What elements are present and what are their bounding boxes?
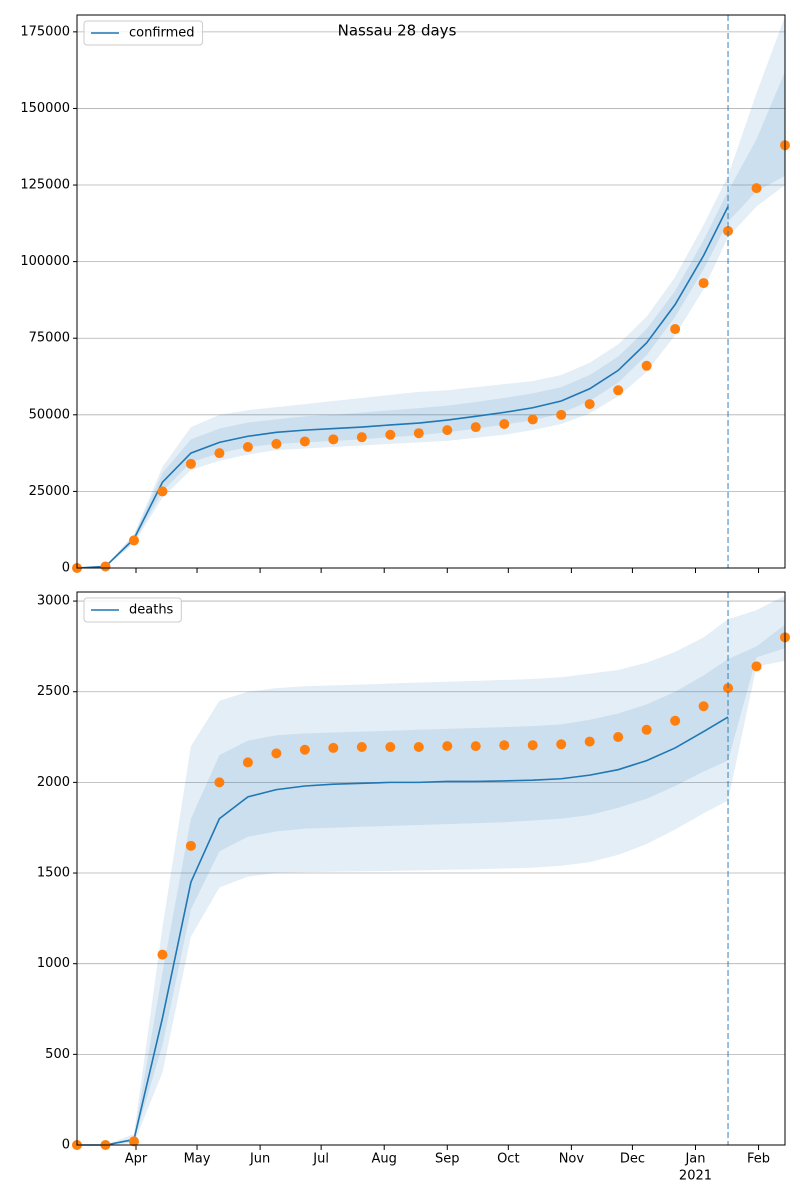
x-tick-label: Jun [249, 1152, 270, 1167]
data-point [413, 428, 424, 439]
chart-title: Nassau 28 days [338, 22, 457, 40]
data-point [100, 561, 111, 572]
series-line [76, 206, 729, 569]
y-tick-label: 100000 [20, 254, 70, 269]
data-point [527, 740, 538, 751]
data-point [385, 429, 396, 440]
data-point [723, 225, 734, 236]
y-tick-label: 500 [45, 1047, 70, 1062]
data-point [584, 736, 595, 747]
y-tick-label: 1000 [37, 956, 70, 971]
y-tick-label: 175000 [20, 24, 70, 39]
data-point [613, 732, 624, 743]
series-line [77, 716, 729, 1146]
data-point [641, 724, 652, 735]
data-point [299, 436, 310, 447]
data-point [413, 742, 424, 753]
y-tick-label: 25000 [29, 484, 70, 499]
data-point [751, 183, 762, 194]
y-tick-label: 150000 [20, 101, 70, 116]
y-tick-label: 1500 [37, 866, 70, 881]
x-tick-label: Jan [684, 1152, 705, 1167]
data-point [157, 949, 168, 960]
data-point [613, 385, 624, 396]
x-tick-label: Dec [620, 1152, 645, 1167]
data-point [670, 324, 681, 335]
x-tick-label: May [184, 1152, 211, 1167]
data-point [698, 701, 709, 712]
y-tick-label: 0 [62, 561, 70, 576]
data-point [499, 740, 510, 751]
data-point [185, 840, 196, 851]
data-point [556, 739, 567, 750]
confidence-band [77, 595, 785, 1145]
x-tick-label: Jul [312, 1152, 329, 1167]
y-tick-label: 50000 [29, 407, 70, 422]
y-tick-label: 2000 [37, 775, 70, 790]
legend-box [83, 597, 182, 623]
y-tick-label: 0 [62, 1138, 70, 1153]
data-point [584, 399, 595, 410]
data-point [641, 360, 652, 371]
data-point [214, 777, 225, 788]
data-point [242, 757, 253, 768]
data-point [271, 438, 282, 449]
legend-box [83, 20, 204, 46]
data-point [499, 419, 510, 430]
data-point [356, 432, 367, 443]
legend-label: deaths [129, 603, 174, 618]
data-point [751, 661, 762, 672]
subplot: 0 500 1000 1500 2000 2500 3000 Apr May Jun Jul Aug S… [37, 591, 790, 1184]
subplot: 0 25000 50000 75000 100000 125000 150000 175000… [20, 14, 790, 576]
y-tick-label: 3000 [37, 594, 70, 609]
x-tick-label: Nov [559, 1152, 585, 1167]
x-tick-label: Apr [125, 1152, 148, 1167]
confidence-band [77, 624, 785, 1145]
legend: deaths [83, 597, 182, 623]
data-point [299, 744, 310, 755]
confidence-band [77, 71, 785, 568]
x-tick-label: Oct [497, 1152, 519, 1167]
confidence-band [77, 16, 785, 568]
data-point [271, 748, 282, 759]
y-tick-label: 2500 [37, 684, 70, 699]
x-tick-label: Aug [372, 1152, 397, 1167]
data-point [185, 458, 196, 469]
x-tick-label: Feb [747, 1152, 770, 1167]
axes-frame [76, 591, 786, 1146]
x-year-label: 2021 [679, 1169, 712, 1184]
data-point [157, 486, 168, 497]
data-point [470, 422, 481, 433]
legend-label: confirmed [129, 26, 195, 41]
data-point [356, 742, 367, 753]
legend: confirmed [83, 20, 204, 46]
data-point [723, 683, 734, 694]
data-point [242, 441, 253, 452]
data-point [442, 425, 453, 436]
data-point [328, 434, 339, 445]
data-point [328, 742, 339, 753]
data-point [128, 1136, 139, 1147]
data-point [442, 741, 453, 752]
data-point [128, 535, 139, 546]
data-point [470, 741, 481, 752]
data-point [556, 409, 567, 420]
x-tick-label: Sep [435, 1152, 460, 1167]
data-point [698, 278, 709, 289]
y-tick-label: 75000 [29, 331, 70, 346]
data-point [214, 448, 225, 459]
data-point [527, 414, 538, 425]
y-tick-label: 125000 [20, 178, 70, 193]
axes-frame [76, 14, 786, 569]
data-point [670, 715, 681, 726]
data-point [385, 742, 396, 753]
